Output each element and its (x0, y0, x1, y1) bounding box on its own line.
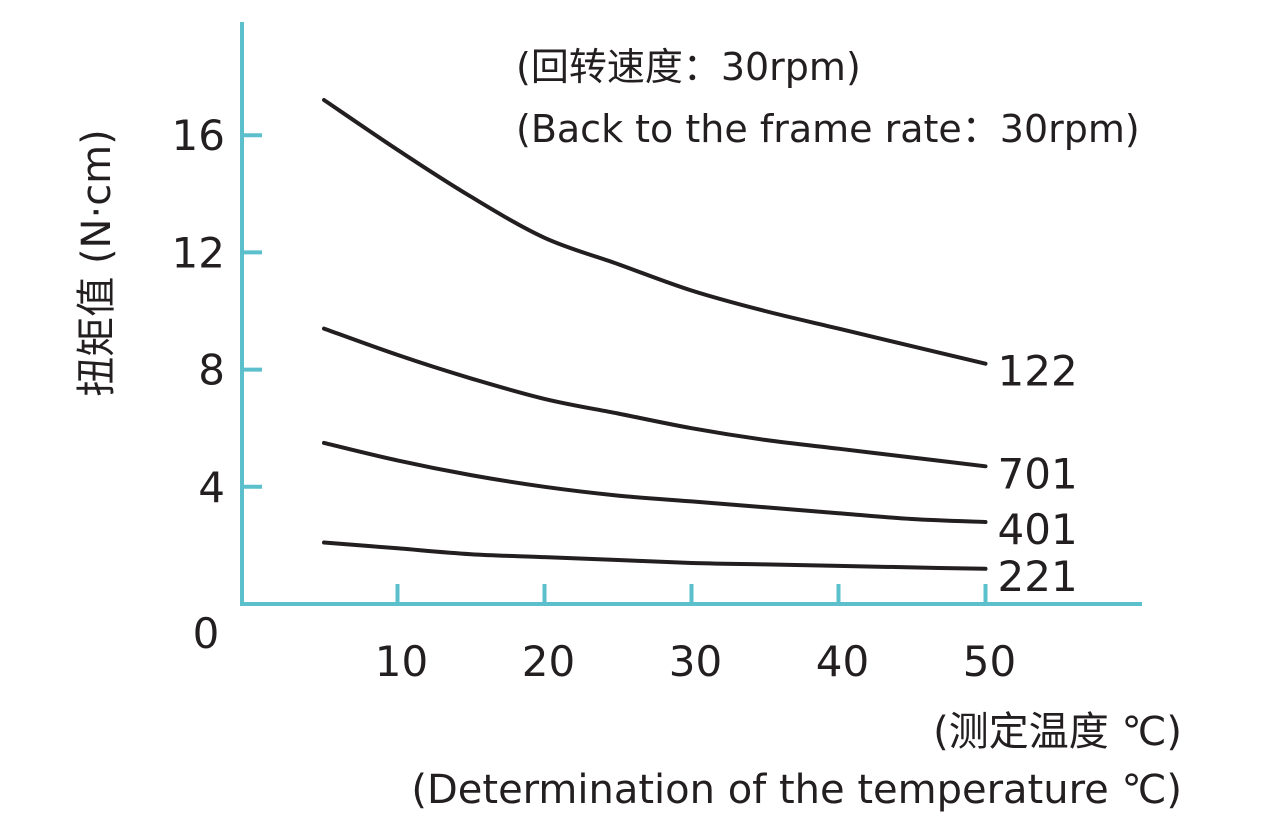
series-line-221 (322, 540, 988, 571)
series-line-701 (322, 326, 988, 469)
x-tick-label-40: 40 (816, 637, 869, 686)
series-label-122: 122 (998, 347, 1078, 396)
x-tick-label-50: 50 (963, 637, 1016, 686)
x-tick-label-10: 10 (375, 637, 428, 686)
x-tick-label-30: 30 (669, 637, 722, 686)
origin-label: 0 (193, 609, 220, 658)
y-tick-label-16: 16 (172, 111, 225, 160)
series-label-401: 401 (998, 505, 1078, 554)
series-line-401 (322, 440, 988, 524)
annotation-line-2: (Back to the frame rate：30rpm) (516, 107, 1140, 151)
y-tick-label-4: 4 (198, 463, 225, 512)
x-tick-label-20: 20 (522, 637, 575, 686)
y-axis-title: 扭矩值 (N·cm) (74, 129, 120, 397)
series-label-221: 221 (998, 552, 1078, 601)
y-tick-label-12: 12 (172, 228, 225, 277)
axes (240, 22, 1142, 606)
series-label-701: 701 (998, 449, 1078, 498)
x-axis-title-line-2: (Determination of the temperature ℃) (411, 767, 1182, 813)
series-line-122 (322, 98, 988, 366)
series-lines (322, 98, 988, 571)
y-tick-label-8: 8 (198, 346, 225, 395)
annotation-line-1: (回转速度：30rpm) (516, 45, 861, 89)
x-axis-title-line-1: (测定温度 ℃) (933, 709, 1182, 755)
